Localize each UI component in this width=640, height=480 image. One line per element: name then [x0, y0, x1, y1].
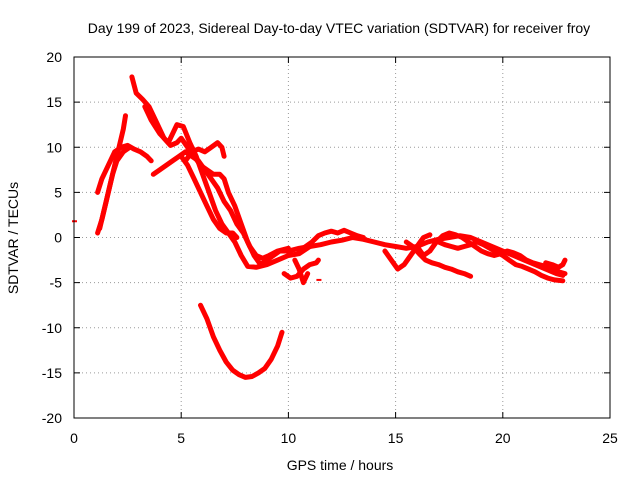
y-tick-label: -5 [50, 275, 63, 291]
series-track-3 [97, 144, 133, 231]
series-track-17 [543, 257, 568, 270]
y-tick-label: 5 [54, 184, 62, 200]
y-tick-label: -20 [42, 410, 62, 426]
y-tick-label: 0 [54, 230, 62, 246]
y-tick-label: 10 [46, 139, 62, 155]
series-track-10 [281, 257, 321, 281]
series-track-11 [292, 257, 311, 286]
y-axis-label: SDTVAR / TECUs [5, 182, 21, 294]
series-track-1 [95, 142, 154, 195]
series-track-7 [178, 153, 240, 240]
x-tick-label: 10 [281, 430, 297, 446]
series-track-16 [436, 239, 566, 284]
series-track-13 [382, 232, 433, 272]
x-tick-label: 5 [177, 430, 185, 446]
grid [74, 57, 610, 418]
x-tick-label: 20 [495, 430, 511, 446]
x-tick-label: 0 [70, 430, 78, 446]
stray-point [316, 278, 322, 281]
x-tick-label: 25 [602, 430, 618, 446]
series-track-8 [183, 140, 227, 164]
series-track-9 [198, 302, 285, 380]
series-track-6 [150, 149, 291, 261]
x-axis-label: GPS time / hours [287, 457, 394, 473]
y-tick-label: 15 [46, 94, 62, 110]
y-tick-label: -15 [42, 365, 62, 381]
data-series [72, 74, 568, 380]
chart-title: Day 199 of 2023, Sidereal Day-to-day VTE… [88, 20, 590, 36]
y-axis-ticks: -20 -15 -10 -5 0 5 10 15 20 [42, 49, 610, 426]
series-track-12 [296, 227, 366, 254]
series-track-15 [414, 230, 568, 277]
y-tick-label: -10 [42, 320, 62, 336]
series-track-4 [129, 74, 566, 278]
series-track-14 [403, 239, 474, 279]
y-tick-label: 20 [46, 49, 62, 65]
x-axis-ticks: 0 5 10 15 20 25 [70, 57, 618, 446]
x-tick-label: 15 [388, 430, 404, 446]
series-track-5 [142, 104, 313, 270]
plot-frame [73, 56, 611, 419]
